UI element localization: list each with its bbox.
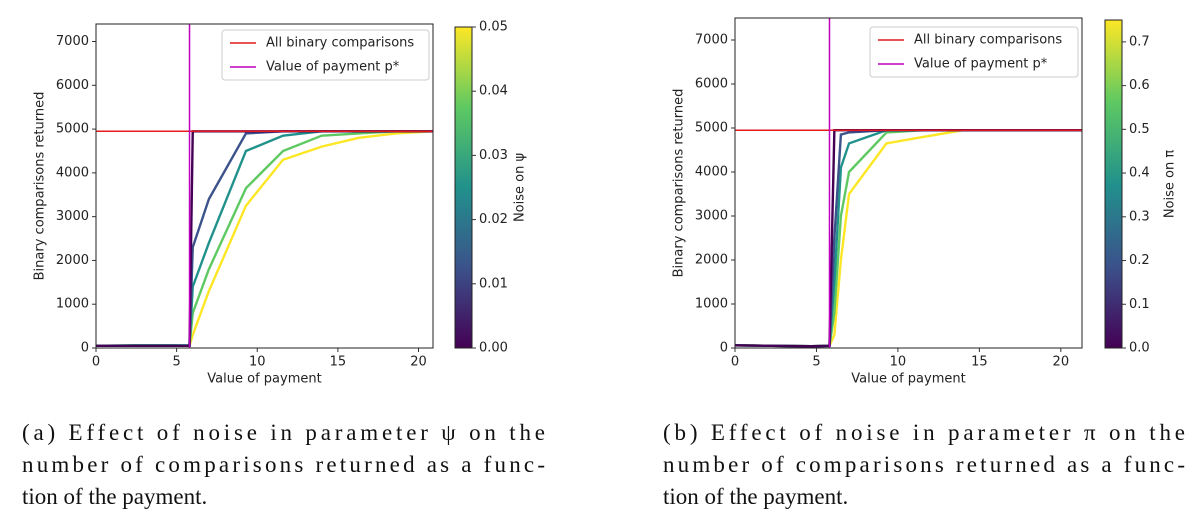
series-line bbox=[735, 129, 1082, 348]
y-tick-label: 4000 bbox=[695, 165, 728, 180]
colorbar-tick-label: 0.2 bbox=[1129, 253, 1150, 268]
y-tick-label: 7000 bbox=[56, 34, 89, 49]
colorbar-label: Noise on π bbox=[1163, 150, 1178, 219]
y-tick-label: 3000 bbox=[695, 209, 728, 224]
series-line bbox=[96, 130, 433, 348]
series-line bbox=[96, 130, 433, 348]
series-line bbox=[735, 129, 1082, 348]
y-tick-label: 2000 bbox=[56, 253, 89, 268]
legend-label: All binary comparisons bbox=[266, 36, 414, 51]
colorbar-tick-label: 0.05 bbox=[479, 20, 508, 35]
series-line bbox=[96, 130, 433, 348]
colorbar-tick-label: 0.6 bbox=[1129, 78, 1150, 93]
y-tick-label: 0 bbox=[720, 341, 728, 356]
caption-line: tion of the payment. bbox=[663, 484, 848, 509]
x-tick-label: 5 bbox=[812, 355, 820, 370]
y-tick-label: 7000 bbox=[695, 33, 728, 48]
colorbar-tick-label: 0.5 bbox=[1129, 122, 1150, 137]
colorbar-tick-label: 0.04 bbox=[479, 84, 508, 99]
legend-label: All binary comparisons bbox=[914, 33, 1062, 48]
plot-frame bbox=[734, 17, 1083, 349]
colorbar-label: Noise on ψ bbox=[513, 153, 528, 222]
colorbar-tick-label: 0.00 bbox=[479, 341, 508, 356]
x-tick-label: 10 bbox=[890, 355, 907, 370]
colorbar-tick-label: 0.1 bbox=[1129, 297, 1150, 312]
caption-line: number of comparisons returned as a func… bbox=[663, 452, 1185, 477]
legend-label: Value of payment p* bbox=[914, 57, 1048, 72]
x-tick-label: 15 bbox=[971, 355, 988, 370]
colorbar-tick-label: 0.02 bbox=[479, 212, 508, 227]
legend-box bbox=[869, 26, 1079, 78]
series-line bbox=[735, 129, 1082, 348]
colorbar-tick-label: 0.7 bbox=[1129, 34, 1150, 49]
legend-box bbox=[221, 29, 430, 81]
series-line bbox=[96, 130, 433, 348]
y-tick-label: 0 bbox=[81, 341, 89, 356]
colorbar-tick-label: 0.0 bbox=[1129, 341, 1150, 356]
y-tick-label: 5000 bbox=[695, 121, 728, 136]
colorbar bbox=[454, 26, 473, 349]
x-tick-label: 5 bbox=[172, 355, 180, 370]
colorbar-tick-label: 0.4 bbox=[1129, 166, 1150, 181]
series-line bbox=[96, 130, 433, 348]
y-tick-label: 4000 bbox=[56, 165, 89, 180]
colorbar-tick-label: 0.01 bbox=[479, 276, 508, 291]
caption-line: (b) Effect of noise in parameter π on th… bbox=[663, 420, 1185, 445]
y-tick-label: 1000 bbox=[56, 297, 89, 312]
x-axis-label: Value of payment bbox=[207, 372, 321, 387]
series-line bbox=[735, 129, 1082, 348]
colorbar-tick-label: 0.3 bbox=[1129, 209, 1150, 224]
y-tick-label: 6000 bbox=[695, 77, 728, 92]
y-tick-label: 1000 bbox=[695, 297, 728, 312]
y-tick-label: 5000 bbox=[56, 122, 89, 137]
y-axis-label: Binary comparisons returned bbox=[672, 89, 687, 278]
x-tick-label: 20 bbox=[410, 355, 427, 370]
caption-line: (a) Effect of noise in parameter ψ on th… bbox=[22, 420, 545, 445]
y-tick-label: 6000 bbox=[56, 78, 89, 93]
y-tick-label: 2000 bbox=[695, 253, 728, 268]
legend-label: Value of payment p* bbox=[266, 60, 400, 75]
y-axis-label: Binary comparisons returned bbox=[33, 92, 48, 281]
y-tick-label: 3000 bbox=[56, 209, 89, 224]
colorbar bbox=[1104, 19, 1123, 349]
series-line bbox=[735, 129, 1082, 348]
caption-line: number of comparisons returned as a func… bbox=[22, 452, 545, 477]
x-tick-label: 0 bbox=[92, 355, 100, 370]
plot-frame bbox=[95, 23, 434, 349]
x-tick-label: 15 bbox=[330, 355, 347, 370]
x-tick-label: 10 bbox=[249, 355, 266, 370]
x-tick-label: 0 bbox=[731, 355, 739, 370]
colorbar-tick-label: 0.03 bbox=[479, 148, 508, 163]
x-tick-label: 20 bbox=[1053, 355, 1070, 370]
caption-line: tion of the payment. bbox=[22, 484, 207, 509]
x-axis-label: Value of payment bbox=[851, 372, 965, 387]
